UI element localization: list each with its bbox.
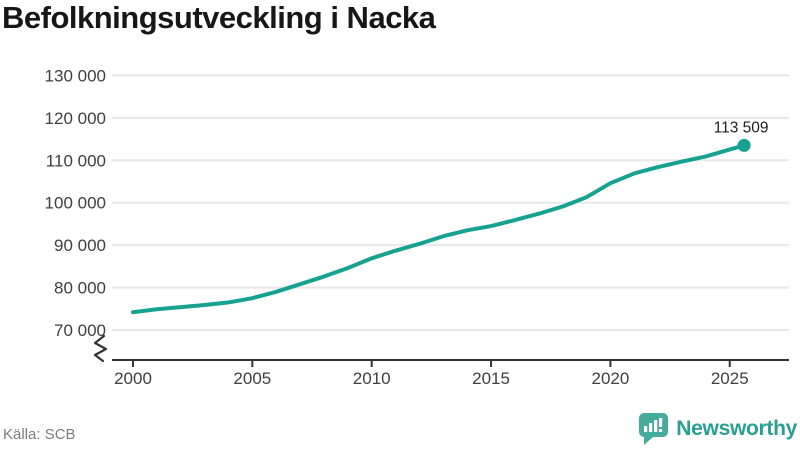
- x-tick-label: 2015: [472, 369, 510, 388]
- source-note: Källa: SCB: [3, 426, 76, 443]
- bubble-shape: [639, 413, 669, 445]
- y-tick-label: 80 000: [54, 279, 106, 298]
- y-tick-label: 90 000: [54, 236, 106, 255]
- y-tick-label: 110 000: [46, 151, 106, 170]
- y-tick-label: 100 000: [45, 194, 106, 213]
- x-tick-label: 2010: [353, 369, 391, 388]
- population-line: [131, 143, 747, 315]
- latest-value-dot: [737, 138, 751, 152]
- newsworthy-bubble-chart-icon: [639, 413, 669, 445]
- x-tick-label: 2025: [711, 369, 749, 388]
- newsworthy-wordmark: Newsworthy: [676, 417, 797, 440]
- x-tick-label: 2000: [114, 369, 152, 388]
- newsworthy-logo[interactable]: Newsworthy: [638, 412, 797, 446]
- latest-value-label: 113 509: [714, 119, 769, 136]
- axis-break-icon: [93, 334, 108, 363]
- x-tick-label: 2005: [233, 369, 271, 388]
- bar-chart-glyph: [644, 418, 663, 432]
- x-tick-label: 2020: [591, 369, 629, 388]
- page-title: Befolkningsutveckling i Nacka: [2, 0, 436, 35]
- y-tick-label: 120 000: [45, 109, 106, 128]
- y-tick-label: 70 000: [54, 321, 106, 340]
- y-tick-label: 130 000: [45, 66, 106, 85]
